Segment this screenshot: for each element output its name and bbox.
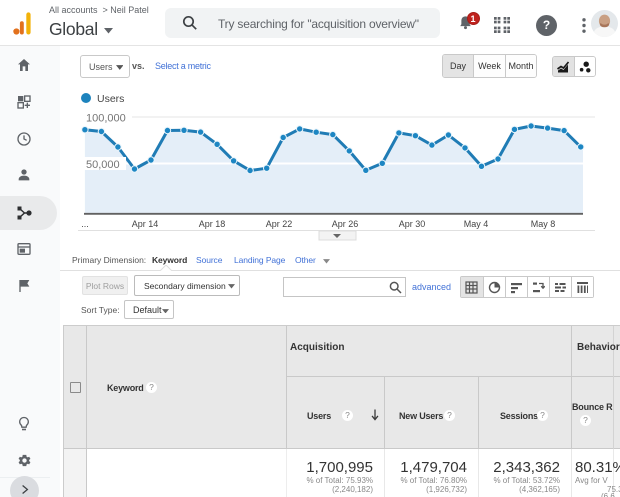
svg-text:50,000: 50,000 (86, 159, 120, 171)
svg-text:May 8: May 8 (531, 219, 556, 229)
svg-text:May 4: May 4 (464, 219, 489, 229)
svg-text:Apr 30: Apr 30 (399, 219, 426, 229)
svg-text:Apr 26: Apr 26 (332, 219, 359, 229)
svg-text:100,000: 100,000 (86, 113, 126, 125)
svg-text:Apr 22: Apr 22 (266, 219, 293, 229)
svg-text:Apr 18: Apr 18 (199, 219, 226, 229)
svg-text:...: ... (81, 219, 89, 229)
svg-text:Apr 14: Apr 14 (132, 219, 159, 229)
